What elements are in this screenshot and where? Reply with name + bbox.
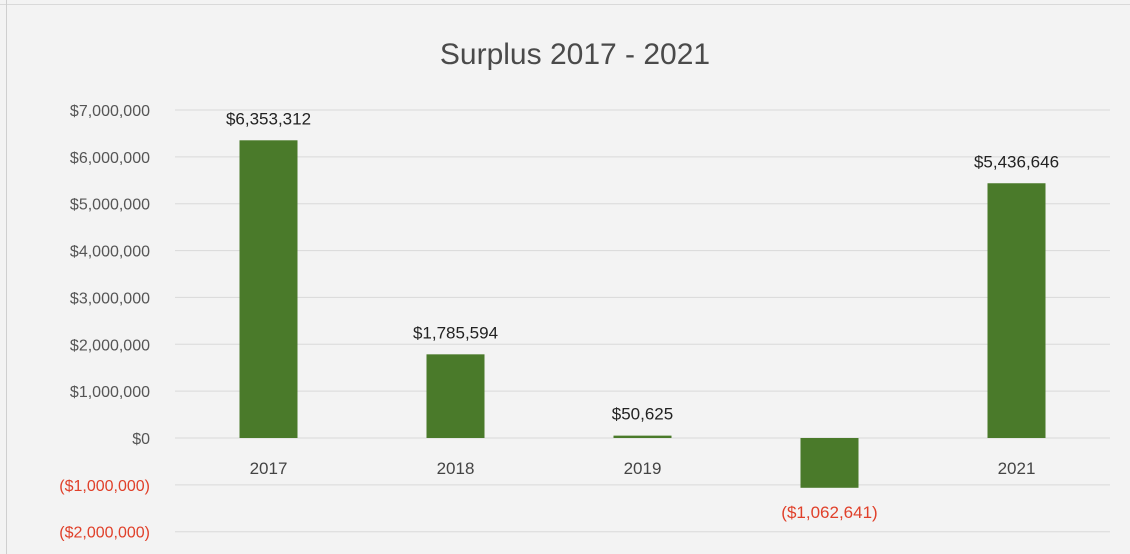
y-tick-label: $6,000,000 <box>70 150 150 167</box>
x-tick-label: 2019 <box>624 459 662 478</box>
bar <box>613 435 672 438</box>
frame-left-border <box>6 0 7 554</box>
bar <box>800 438 859 488</box>
data-label: $6,353,312 <box>226 109 311 128</box>
data-label: $5,436,646 <box>974 152 1059 171</box>
y-tick-label: ($2,000,000) <box>59 525 150 542</box>
x-tick-label: 2021 <box>998 459 1036 478</box>
x-tick-label: 2018 <box>437 459 475 478</box>
y-tick-label: $1,000,000 <box>70 384 150 401</box>
y-tick-label: $3,000,000 <box>70 290 150 307</box>
bar <box>987 183 1046 438</box>
chart-title: Surplus 2017 - 2021 <box>439 38 711 71</box>
y-tick-label: $2,000,000 <box>70 337 150 354</box>
x-tick-label: 2017 <box>250 459 288 478</box>
y-tick-label: $7,000,000 <box>70 103 150 120</box>
data-label: $1,785,594 <box>413 323 498 342</box>
y-tick-label: $0 <box>132 431 150 448</box>
frame-top-border <box>0 4 1130 5</box>
y-tick-label: $5,000,000 <box>70 197 150 214</box>
bar <box>239 140 298 439</box>
data-label: ($1,062,641) <box>781 503 877 522</box>
y-tick-label: $4,000,000 <box>70 244 150 261</box>
bar <box>426 354 485 438</box>
data-label: $50,625 <box>612 405 673 424</box>
y-tick-label: ($1,000,000) <box>59 478 150 495</box>
